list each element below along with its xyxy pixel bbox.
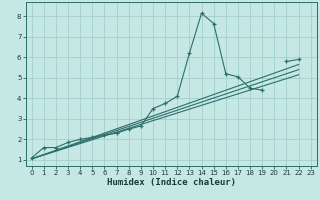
X-axis label: Humidex (Indice chaleur): Humidex (Indice chaleur) xyxy=(107,178,236,187)
